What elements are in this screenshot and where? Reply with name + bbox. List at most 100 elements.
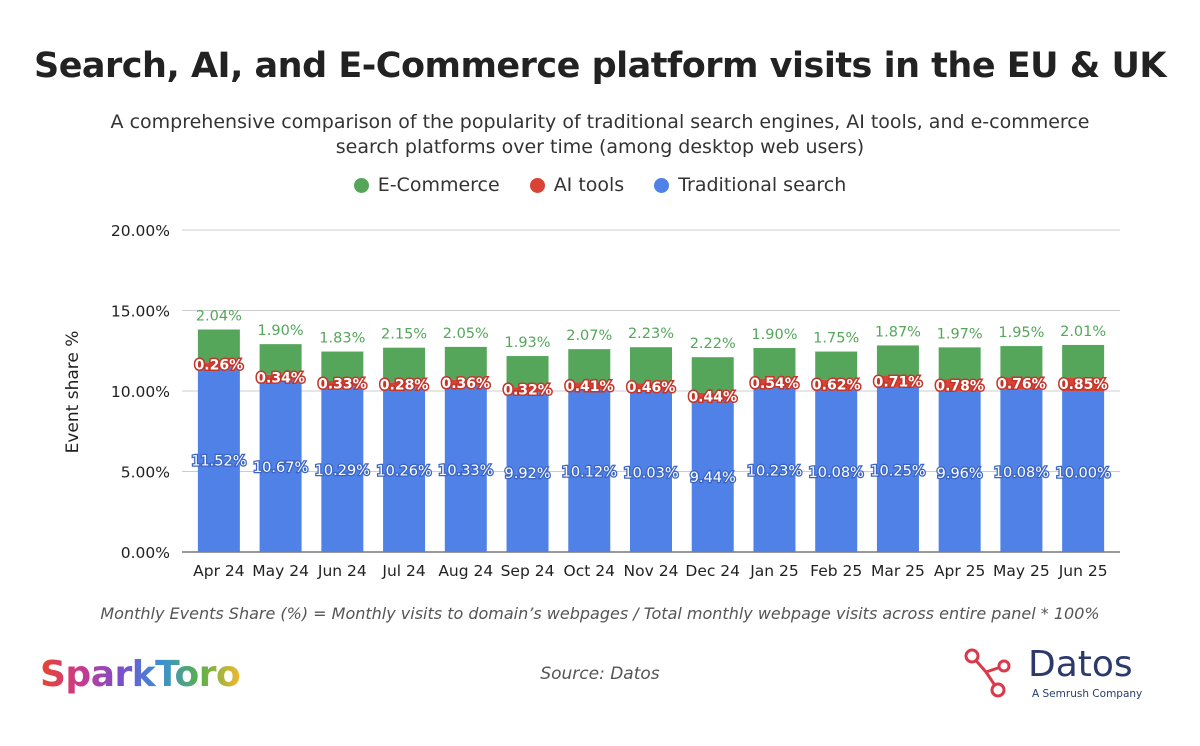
bar-ecommerce bbox=[506, 356, 549, 388]
legend-label-traditional-search: Traditional search bbox=[678, 174, 847, 196]
data-label-traditional-search: 10.26% bbox=[376, 463, 431, 479]
bar-traditional-search bbox=[630, 390, 672, 552]
data-label-ai-tools: 0.33% bbox=[318, 377, 367, 393]
data-label-ecommerce: 1.95% bbox=[998, 325, 1044, 341]
bar-ecommerce bbox=[321, 351, 364, 382]
bar-ai-tools bbox=[321, 381, 364, 387]
x-tick-label: Oct 24 bbox=[564, 562, 615, 580]
bar-ai-tools bbox=[1000, 377, 1043, 390]
legend-item-ecommerce: E-Commerce bbox=[353, 174, 500, 196]
datos-logo-icon bbox=[964, 648, 1011, 698]
bar-traditional-search bbox=[568, 389, 611, 552]
data-label-ai-tools: 0.28% bbox=[380, 378, 429, 394]
bar-ecommerce bbox=[444, 346, 487, 380]
x-tick-label: Aug 24 bbox=[438, 562, 493, 580]
legend-label-ai-tools: AI tools bbox=[553, 174, 625, 196]
data-label-ecommerce: 1.90% bbox=[751, 327, 797, 343]
x-tick-label: Jun 24 bbox=[317, 562, 367, 580]
chart-subtitle: A comprehensive comparison of the popula… bbox=[110, 111, 1090, 158]
bar-ecommerce bbox=[691, 357, 734, 393]
bar-traditional-search bbox=[197, 366, 240, 552]
bar-ai-tools bbox=[259, 374, 302, 381]
bar-ai-tools bbox=[815, 379, 858, 390]
data-label-ai-tools: 0.26% bbox=[195, 357, 244, 373]
x-tick-label: Apr 24 bbox=[193, 562, 244, 580]
legend-item-ai-tools: AI tools bbox=[529, 174, 625, 196]
y-tick-label: 5.00% bbox=[121, 464, 170, 482]
x-tick-label: Mar 25 bbox=[871, 562, 925, 580]
x-tick-label: Jun 25 bbox=[1058, 562, 1108, 580]
data-label-ecommerce: 1.90% bbox=[258, 323, 304, 339]
bar-ai-tools bbox=[1062, 377, 1105, 391]
stacked-bar-chart: 0.00% 5.00% 10.00% 15.00% 20.00% Event share … bbox=[63, 222, 1120, 580]
data-label-ai-tools: 0.34% bbox=[256, 370, 305, 386]
legend-swatch-traditional-search bbox=[654, 177, 670, 193]
data-label-traditional-search: 10.03% bbox=[623, 465, 678, 481]
chart-title: Search, AI, and E-Commerce platform visi… bbox=[33, 46, 1167, 86]
bar-ecommerce bbox=[938, 347, 981, 380]
bar-traditional-search bbox=[691, 400, 734, 552]
y-axis-label: Event share % bbox=[63, 331, 83, 454]
bar-ai-tools bbox=[753, 378, 796, 388]
bar-traditional-search bbox=[321, 386, 364, 552]
x-tick-label: Jan 25 bbox=[749, 562, 799, 580]
data-label-ecommerce: 1.97% bbox=[937, 326, 983, 342]
x-tick-label: Sep 24 bbox=[501, 562, 555, 580]
bar-traditional-search bbox=[815, 389, 858, 552]
bar-ecommerce bbox=[876, 345, 919, 376]
bar-ecommerce bbox=[197, 329, 240, 363]
bar-traditional-search bbox=[259, 380, 302, 552]
data-label-ecommerce: 2.22% bbox=[690, 336, 736, 352]
bar-traditional-search bbox=[506, 392, 549, 552]
sparktoro-logo-mark: SparkToro bbox=[40, 654, 241, 695]
bar-ecommerce bbox=[383, 347, 426, 383]
chart-legend: E-Commerce AI tools Traditional search bbox=[0, 174, 1200, 196]
bar-ecommerce bbox=[753, 348, 796, 379]
data-label-traditional-search: 9.44% bbox=[690, 470, 736, 486]
legend-item-traditional-search: Traditional search bbox=[654, 174, 846, 196]
bar-ai-tools bbox=[938, 379, 981, 392]
data-label-traditional-search: 10.12% bbox=[562, 465, 617, 481]
data-label-ecommerce: 1.87% bbox=[875, 324, 921, 340]
data-label-ai-tools: 0.71% bbox=[874, 374, 923, 390]
data-label-traditional-search: 10.29% bbox=[315, 463, 370, 479]
y-tick-label: 0.00% bbox=[121, 544, 170, 562]
data-label-ai-tools: 0.32% bbox=[503, 383, 552, 399]
data-label-ecommerce: 1.83% bbox=[319, 331, 365, 347]
bar-traditional-search bbox=[753, 387, 796, 552]
x-tick-label: Jul 24 bbox=[381, 562, 425, 580]
data-label-ai-tools: 0.41% bbox=[565, 379, 614, 395]
data-label-ecommerce: 2.05% bbox=[443, 326, 489, 342]
data-label-ai-tools: 0.46% bbox=[627, 380, 676, 396]
sparktoro-wordmark: SparkToro bbox=[40, 654, 240, 695]
bar-traditional-search bbox=[876, 386, 919, 552]
bar-traditional-search bbox=[1062, 391, 1105, 552]
legend-label-ecommerce: E-Commerce bbox=[377, 174, 500, 196]
bar-traditional-search bbox=[938, 391, 981, 552]
source-note: Source: Datos bbox=[540, 664, 660, 684]
bar-ecommerce bbox=[568, 349, 611, 383]
data-label-traditional-search: 10.08% bbox=[994, 465, 1049, 481]
data-label-traditional-search: 10.23% bbox=[747, 464, 802, 480]
bar-ai-tools bbox=[691, 392, 734, 401]
x-tick-label: Dec 24 bbox=[685, 562, 740, 580]
footnote: Monthly Events Share (%) = Monthly visit… bbox=[100, 604, 1100, 623]
bar-ai-tools bbox=[568, 382, 611, 390]
data-label-traditional-search: 10.08% bbox=[809, 465, 864, 481]
data-label-traditional-search: 11.52% bbox=[191, 453, 246, 469]
data-label-ecommerce: 2.23% bbox=[628, 326, 674, 342]
data-label-ai-tools: 0.36% bbox=[442, 376, 491, 392]
bar-ecommerce bbox=[815, 351, 858, 380]
data-label-ecommerce: 2.07% bbox=[566, 328, 612, 344]
legend-swatch-ecommerce bbox=[353, 177, 369, 193]
data-label-ai-tools: 0.44% bbox=[688, 389, 737, 405]
x-tick-label: Apr 25 bbox=[934, 562, 985, 580]
data-label-traditional-search: 9.92% bbox=[504, 466, 550, 482]
data-label-ecommerce: 1.75% bbox=[813, 331, 859, 347]
data-label-traditional-search: 10.00% bbox=[1055, 466, 1110, 482]
bar-ai-tools bbox=[630, 383, 672, 391]
data-label-ai-tools: 0.54% bbox=[750, 376, 799, 392]
bar-ecommerce bbox=[1062, 344, 1105, 378]
bar-ai-tools bbox=[876, 375, 919, 387]
x-tick-label: Nov 24 bbox=[624, 562, 679, 580]
